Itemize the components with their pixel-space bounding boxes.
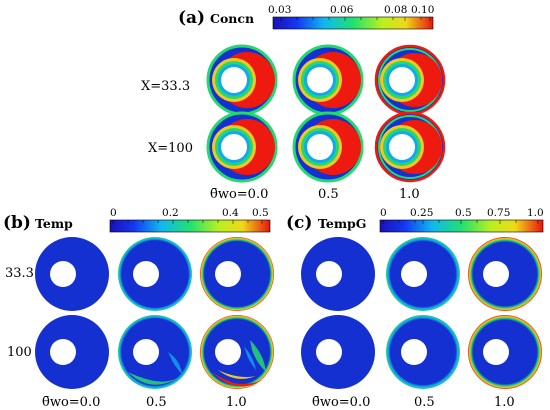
panel-a-contour-r1c3: [374, 44, 446, 116]
panel-a-col-label-0: θ̄wo=0.0: [210, 187, 268, 202]
panel-b-col-label-0: θ̄wo=0.0: [42, 395, 100, 410]
panel-a-contour-r2c1: [206, 111, 278, 183]
panel-c: (c) TempG 0 0.25 0.5 0.75 1.0: [286, 207, 544, 410]
panel-c-tick-3: 0.75: [487, 207, 510, 219]
panel-c-col-label-2: 1.0: [494, 395, 515, 410]
panel-c-contour-r2c3: [468, 315, 542, 389]
panel-b-col-label-2: 1.0: [226, 395, 247, 410]
panel-b-tick-2: 0.4: [222, 207, 239, 219]
panel-b-contour-r2c2: [118, 315, 192, 389]
panel-b-contour-r1c2: [118, 237, 192, 311]
panel-b-colorbar-ticks: [112, 220, 263, 224]
panel-c-colorbar-ticks: [382, 220, 539, 224]
panel-a-tick-2: 0.08: [384, 4, 407, 16]
panel-c-tick-0: 0: [380, 207, 387, 219]
panel-b-contour-r1c3: [200, 237, 274, 311]
panel-c-colorbar: 0 0.25 0.5 0.75 1.0: [379, 207, 544, 233]
panel-a-letter: (a): [178, 8, 205, 28]
panel-b-row-label-0: 33.3: [5, 266, 34, 281]
panel-b-tick-3: 0.5: [252, 207, 269, 219]
panel-c-contour-r1c2: [386, 237, 460, 311]
panel-a: (a) Concn 0.03 0.06 0.08 0.10 X=33.3 X=1…: [141, 4, 446, 202]
panel-c-title: TempG: [318, 216, 366, 231]
panel-a-tick-3: 0.10: [411, 4, 434, 16]
panel-b-contour-r2c1: [35, 315, 109, 389]
panel-a-tick-0: 0.03: [268, 4, 291, 16]
panel-c-col-label-0: θ̄wo=0.0: [312, 395, 370, 410]
panel-c-tick-2: 0.5: [455, 207, 472, 219]
panel-b-contour-r1c1: [35, 237, 109, 311]
panel-b-contour-r2c3: [200, 315, 274, 389]
panel-a-row-label-1: X=100: [148, 141, 193, 156]
panel-a-title: Concn: [210, 11, 254, 26]
panel-a-colorbar-ticks: [280, 17, 431, 21]
panel-c-contour-r2c2: [386, 315, 460, 389]
panel-b-row-label-1: 100: [7, 345, 32, 360]
panel-b-col-label-1: 0.5: [146, 395, 167, 410]
panel-c-tick-1: 0.25: [410, 207, 433, 219]
panel-a-tick-1: 0.06: [330, 4, 354, 16]
panel-a-contour-r1c2: [292, 44, 364, 116]
panel-a-contour-r2c2: [292, 111, 364, 183]
panel-b: (b) Temp 0 0.2 0.4 0.5 33.3 100: [3, 207, 274, 410]
panel-c-contour-r2c1: [301, 315, 375, 389]
panel-b-tick-0: 0: [110, 207, 117, 219]
panel-c-col-label-1: 0.5: [414, 395, 435, 410]
panel-a-col-label-2: 1.0: [399, 187, 420, 202]
panel-b-letter: (b): [3, 213, 31, 233]
panel-c-contour-r1c3: [468, 237, 542, 311]
panel-c-letter: (c): [286, 213, 312, 233]
panel-b-title: Temp: [35, 216, 73, 231]
panel-b-tick-1: 0.2: [162, 207, 179, 219]
panel-a-colorbar: 0.03 0.06 0.08 0.10: [268, 4, 434, 30]
panel-a-contour-r2c3: [374, 111, 446, 183]
panel-c-tick-4: 1.0: [527, 207, 544, 219]
panel-c-colorbar-bar: [379, 219, 544, 233]
panel-a-row-label-0: X=33.3: [141, 79, 190, 94]
panel-b-colorbar: 0 0.2 0.4 0.5: [109, 207, 271, 233]
panel-b-colorbar-bar: [109, 219, 271, 233]
panel-c-contour-r1c1: [301, 237, 375, 311]
panel-a-contour-r1c1: [206, 44, 278, 116]
panel-a-col-label-1: 0.5: [318, 187, 339, 202]
